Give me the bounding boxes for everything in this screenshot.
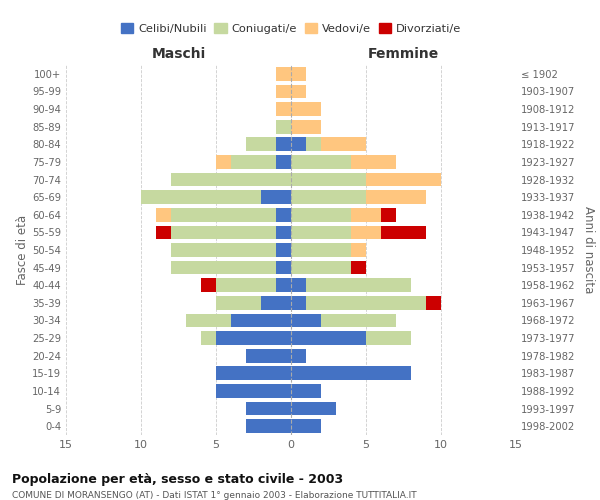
Bar <box>291 120 321 134</box>
Bar <box>171 172 291 186</box>
Bar <box>291 84 306 98</box>
Bar <box>291 102 321 116</box>
Bar <box>291 138 306 151</box>
Bar <box>321 314 396 328</box>
Bar <box>216 366 291 380</box>
Bar <box>231 155 276 169</box>
Bar <box>276 67 291 80</box>
Bar <box>171 260 276 274</box>
Bar <box>291 172 366 186</box>
Bar <box>276 226 291 239</box>
Bar <box>306 296 426 310</box>
Bar <box>216 155 231 169</box>
Bar <box>291 190 366 204</box>
Bar <box>171 226 276 239</box>
Bar <box>291 402 336 415</box>
Bar <box>276 243 291 257</box>
Text: Maschi: Maschi <box>151 48 206 62</box>
Bar <box>291 155 351 169</box>
Bar <box>351 208 381 222</box>
Bar <box>246 138 276 151</box>
Bar <box>291 226 351 239</box>
Bar <box>231 314 291 328</box>
Bar <box>276 208 291 222</box>
Bar <box>351 155 396 169</box>
Bar <box>351 226 381 239</box>
Bar <box>366 190 426 204</box>
Bar <box>246 420 291 433</box>
Y-axis label: Anni di nascita: Anni di nascita <box>582 206 595 294</box>
Bar <box>351 243 366 257</box>
Bar <box>291 260 351 274</box>
Bar <box>291 384 321 398</box>
Bar <box>291 296 306 310</box>
Bar <box>321 138 366 151</box>
Bar <box>291 208 351 222</box>
Bar <box>306 138 321 151</box>
Text: Popolazione per età, sesso e stato civile - 2003: Popolazione per età, sesso e stato civil… <box>12 472 343 486</box>
Bar <box>261 190 291 204</box>
Bar <box>381 208 396 222</box>
Bar <box>141 190 261 204</box>
Bar <box>156 226 171 239</box>
Text: Femmine: Femmine <box>368 48 439 62</box>
Bar <box>246 349 291 362</box>
Bar <box>276 84 291 98</box>
Bar <box>186 314 231 328</box>
Bar <box>426 296 441 310</box>
Bar <box>201 331 216 345</box>
Bar <box>171 243 276 257</box>
Bar <box>276 260 291 274</box>
Bar <box>381 226 426 239</box>
Bar <box>216 278 276 292</box>
Bar <box>366 331 411 345</box>
Bar <box>201 278 216 292</box>
Bar <box>291 314 321 328</box>
Bar <box>291 420 321 433</box>
Bar <box>276 138 291 151</box>
Bar <box>246 402 291 415</box>
Bar <box>291 349 306 362</box>
Bar <box>171 208 276 222</box>
Y-axis label: Fasce di età: Fasce di età <box>16 215 29 285</box>
Bar <box>306 278 411 292</box>
Legend: Celibi/Nubili, Coniugati/e, Vedovi/e, Divorziati/e: Celibi/Nubili, Coniugati/e, Vedovi/e, Di… <box>116 19 466 38</box>
Bar <box>216 384 291 398</box>
Bar <box>291 366 411 380</box>
Bar <box>276 278 291 292</box>
Bar <box>216 331 291 345</box>
Bar <box>291 278 306 292</box>
Bar <box>291 243 351 257</box>
Bar <box>291 67 306 80</box>
Bar <box>216 296 261 310</box>
Bar <box>156 208 171 222</box>
Bar <box>261 296 291 310</box>
Bar <box>366 172 441 186</box>
Bar <box>291 331 366 345</box>
Bar <box>351 260 366 274</box>
Text: COMUNE DI MORANSENGO (AT) - Dati ISTAT 1° gennaio 2003 - Elaborazione TUTTITALIA: COMUNE DI MORANSENGO (AT) - Dati ISTAT 1… <box>12 491 416 500</box>
Bar <box>276 120 291 134</box>
Bar <box>276 155 291 169</box>
Bar <box>276 102 291 116</box>
